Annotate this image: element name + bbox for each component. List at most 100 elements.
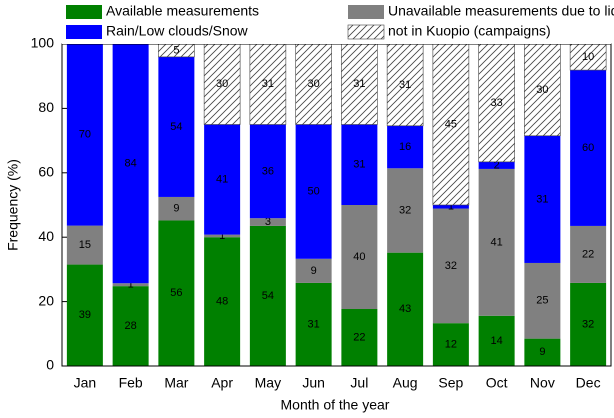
y-tick-label: 20 bbox=[38, 292, 54, 308]
x-tick-label: Oct bbox=[486, 375, 508, 391]
legend-label: Rain/Low clouds/Snow bbox=[106, 23, 249, 39]
count-label: 60 bbox=[582, 142, 594, 154]
legend-label: Available measurements bbox=[106, 3, 259, 19]
bar-segment bbox=[478, 168, 515, 316]
count-label: 41 bbox=[491, 236, 503, 248]
bar-segment bbox=[386, 43, 424, 127]
bar-segment bbox=[158, 56, 195, 197]
count-label: 3 bbox=[265, 216, 271, 228]
count-label: 12 bbox=[445, 338, 457, 350]
count-label: 25 bbox=[536, 295, 548, 307]
count-label: 2 bbox=[494, 159, 500, 171]
bar-segment bbox=[341, 124, 378, 205]
bar-segment bbox=[387, 125, 424, 169]
bar-segment bbox=[112, 286, 149, 366]
bar-segment bbox=[524, 135, 561, 263]
x-tick-label: Sep bbox=[438, 375, 463, 391]
bar-segment bbox=[387, 252, 424, 366]
count-label: 15 bbox=[79, 239, 91, 251]
count-label: 48 bbox=[216, 296, 228, 308]
bar-segment bbox=[66, 225, 103, 265]
bar-segment bbox=[204, 124, 241, 235]
count-label: 30 bbox=[216, 78, 228, 90]
bar-segment bbox=[570, 282, 607, 366]
count-label: 28 bbox=[125, 320, 137, 332]
count-label: 1 bbox=[219, 230, 225, 242]
x-tick-label: Aug bbox=[393, 375, 418, 391]
x-tick-label: Jul bbox=[350, 375, 368, 391]
count-label: 45 bbox=[445, 118, 457, 130]
count-label: 41 bbox=[216, 173, 228, 185]
x-tick-label: Jan bbox=[74, 375, 97, 391]
bar-segment bbox=[432, 323, 469, 366]
count-label: 1 bbox=[448, 201, 454, 213]
count-label: 54 bbox=[170, 121, 182, 133]
bar-segment bbox=[66, 44, 103, 226]
y-tick-label: 40 bbox=[38, 228, 54, 244]
legend-label: not in Kuopio (campaigns) bbox=[388, 23, 551, 39]
bar-segment bbox=[295, 124, 332, 259]
legend-bg bbox=[62, 0, 611, 44]
bar-segment bbox=[432, 43, 470, 206]
bar-segment bbox=[249, 225, 286, 366]
y-tick-label: 100 bbox=[31, 35, 55, 51]
bar-segment bbox=[112, 283, 149, 287]
count-label: 30 bbox=[536, 84, 548, 96]
count-label: 1 bbox=[128, 279, 134, 291]
bar-segment bbox=[478, 43, 515, 163]
bar-segment bbox=[295, 43, 332, 125]
count-label: 31 bbox=[353, 78, 365, 90]
count-label: 56 bbox=[170, 287, 182, 299]
bar-segment bbox=[478, 315, 515, 366]
bar-segment bbox=[158, 196, 195, 221]
count-label: 36 bbox=[262, 165, 274, 177]
count-label: 5 bbox=[173, 44, 179, 56]
legend-swatch bbox=[348, 5, 384, 19]
count-label: 33 bbox=[491, 97, 503, 109]
count-label: 31 bbox=[399, 79, 411, 91]
count-label: 14 bbox=[491, 335, 503, 347]
bar-segment bbox=[524, 338, 561, 366]
count-label: 54 bbox=[262, 290, 274, 302]
x-axis-title: Month of the year bbox=[281, 397, 390, 413]
bar-segment bbox=[249, 218, 286, 226]
x-tick-label: Feb bbox=[119, 375, 143, 391]
count-label: 32 bbox=[582, 318, 594, 330]
bar-segment bbox=[524, 43, 561, 137]
y-tick-label: 80 bbox=[38, 99, 54, 115]
x-tick-label: May bbox=[255, 375, 281, 391]
count-label: 84 bbox=[125, 158, 137, 170]
x-tick-label: Dec bbox=[576, 375, 601, 391]
count-label: 31 bbox=[262, 78, 274, 90]
count-label: 39 bbox=[79, 309, 91, 321]
count-label: 31 bbox=[308, 318, 320, 330]
bar-segment bbox=[341, 205, 378, 310]
count-label: 10 bbox=[582, 51, 594, 63]
bar-segment bbox=[249, 124, 286, 219]
count-label: 32 bbox=[399, 204, 411, 216]
legend-swatch bbox=[66, 5, 102, 19]
x-tick-label: Jun bbox=[302, 375, 325, 391]
count-label: 40 bbox=[353, 251, 365, 263]
count-label: 9 bbox=[311, 265, 317, 277]
bar-segment bbox=[112, 44, 149, 284]
count-label: 70 bbox=[79, 129, 91, 141]
bar-segment bbox=[295, 282, 332, 366]
count-label: 50 bbox=[308, 186, 320, 198]
count-label: 43 bbox=[399, 303, 411, 315]
count-label: 16 bbox=[399, 141, 411, 153]
bar-segment bbox=[570, 225, 607, 283]
bar-segment bbox=[341, 43, 378, 125]
bar-segment bbox=[432, 208, 469, 324]
count-label: 32 bbox=[445, 260, 457, 272]
count-label: 22 bbox=[353, 331, 365, 343]
legend-label: Unavailable measurements due to lidar bbox=[388, 3, 614, 19]
y-tick-label: 0 bbox=[46, 357, 54, 373]
count-label: 31 bbox=[536, 193, 548, 205]
bar-segment bbox=[570, 70, 607, 226]
bar-segment bbox=[341, 309, 378, 366]
bar-segment bbox=[387, 168, 424, 253]
bar-segment bbox=[66, 264, 103, 366]
bar-segment bbox=[295, 258, 332, 283]
y-axis-title: Frequency (%) bbox=[5, 159, 21, 251]
